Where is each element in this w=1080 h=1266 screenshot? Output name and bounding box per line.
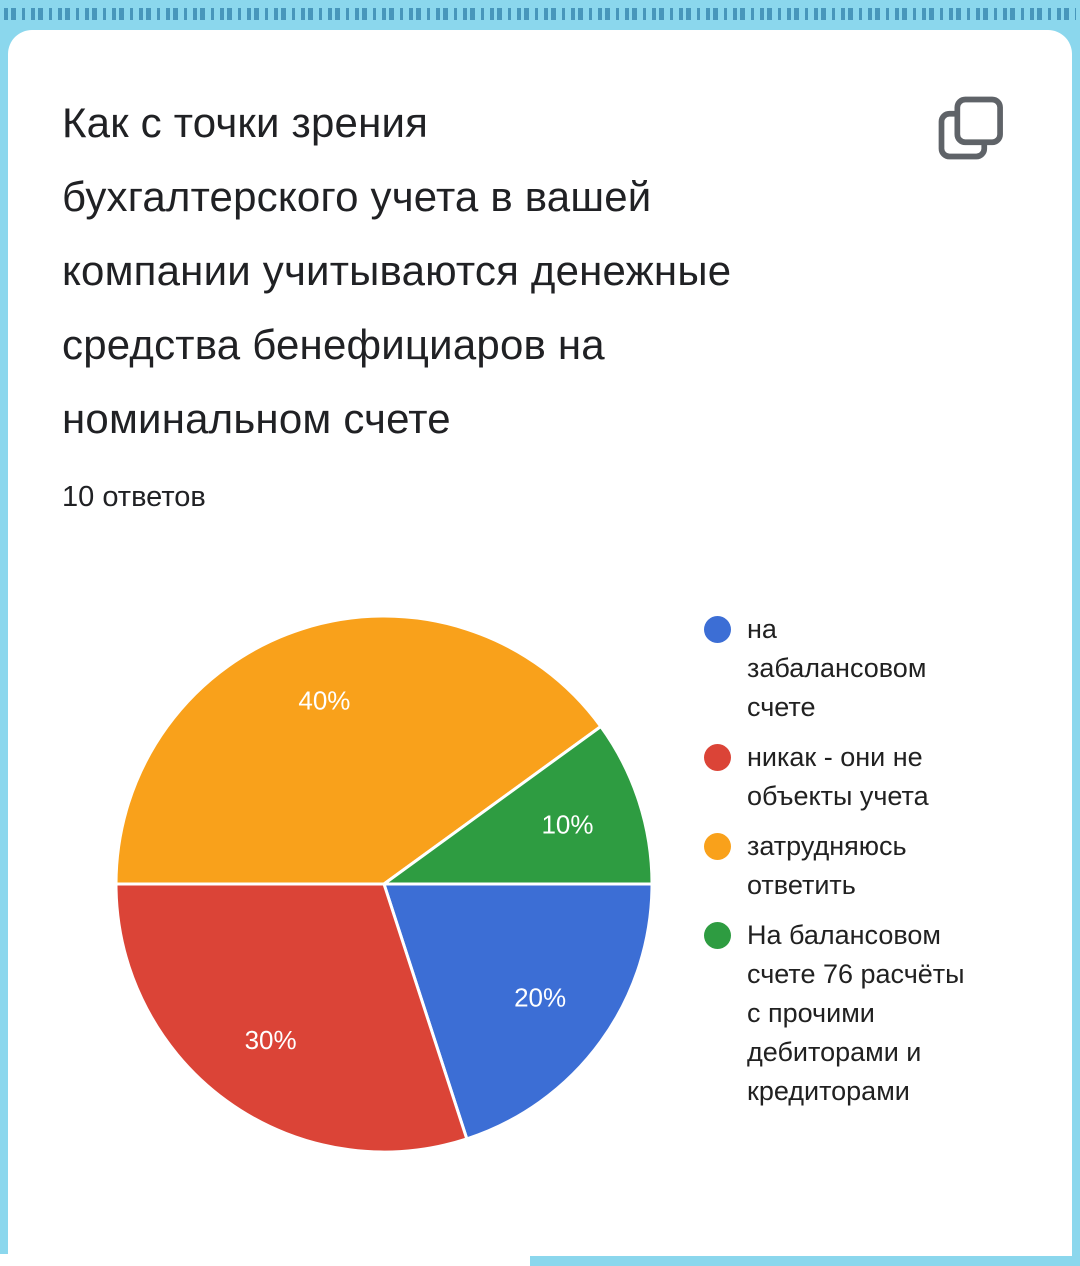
legend-label-0: на забалансовом счете [747, 614, 927, 722]
background-strip-text-noise [4, 8, 1076, 20]
pie-slice-label-0: 20% [514, 982, 566, 1012]
copy-chart-button[interactable] [932, 90, 1008, 166]
pie-slice-2[interactable] [114, 614, 603, 886]
legend-item-2: затрудняюсь ответить [704, 827, 984, 905]
background-strip [0, 0, 1080, 30]
legend-swatch-3 [704, 922, 731, 949]
pie-slice-1[interactable] [114, 882, 469, 1154]
legend-label-1: никак - они не объекты учета [747, 742, 929, 811]
legend-swatch-2 [704, 833, 731, 860]
legend-swatch-1 [704, 744, 731, 771]
page-bottom-edge [0, 1254, 530, 1266]
legend-item-1: никак - они не объекты учета [704, 738, 984, 816]
legend-item-3: На балансовом счете 76 расчёты с прочими… [704, 916, 984, 1111]
copy-icon [938, 96, 1003, 160]
chart-legend: на забалансовом счете никак - они не объе… [704, 610, 984, 1164]
responses-count: 10 ответов [62, 481, 206, 513]
pie-chart: 20% 30% 40% 10% [114, 614, 654, 1154]
legend-swatch-0 [704, 616, 731, 643]
pie-slice-label-3: 10% [541, 809, 593, 839]
pie-slice-3[interactable] [382, 725, 654, 886]
pie-slice-label-2: 40% [298, 686, 350, 716]
pie-slice-0[interactable] [382, 882, 654, 1141]
legend-item-0: на забалансовом счете [704, 610, 984, 727]
question-title: Как с точки зрения бухгалтерского учета … [62, 99, 732, 442]
legend-label-2: затрудняюсь ответить [747, 831, 907, 900]
legend-label-3: На балансовом счете 76 расчёты с прочими… [747, 920, 965, 1106]
pie-slice-label-1: 30% [245, 1025, 297, 1055]
chart-area: 20% 30% 40% 10% на забалансовом счете никак … [62, 604, 1002, 1164]
form-response-card: Как с точки зрения бухгалтерского учета … [8, 30, 1072, 1256]
